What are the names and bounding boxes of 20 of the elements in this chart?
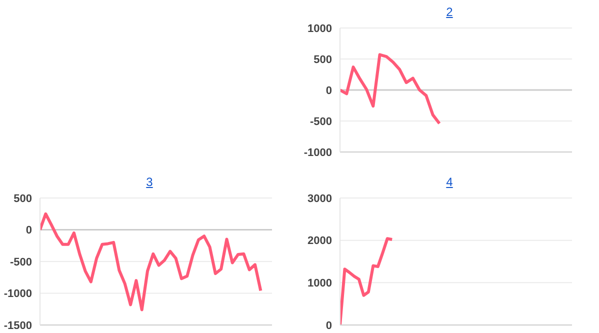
y-tick-label: 3000 (308, 192, 332, 205)
y-tick-label: 1000 (308, 22, 332, 35)
y-tick-label: -1500 (4, 320, 32, 332)
chart-title: 4 (445, 174, 454, 190)
y-tick-label: -500 (10, 256, 32, 268)
y-tick-label: 1000 (308, 278, 332, 290)
y-tick-label: 0 (326, 84, 332, 97)
chart-title: 2 (445, 4, 454, 20)
y-tick-label: -1000 (304, 146, 332, 159)
y-tick-label: -1000 (4, 288, 32, 300)
line-series (340, 237, 394, 325)
y-tick-label: -500 (310, 116, 332, 128)
y-tick-label: 500 (14, 192, 32, 205)
line-series (40, 212, 262, 312)
line-series (340, 53, 441, 125)
y-tick-label: 0 (326, 320, 332, 332)
y-tick-label: 500 (314, 54, 332, 66)
y-tick-label: 2000 (308, 235, 332, 248)
y-tick-label: 0 (26, 224, 32, 237)
chart-title: 3 (145, 174, 154, 190)
